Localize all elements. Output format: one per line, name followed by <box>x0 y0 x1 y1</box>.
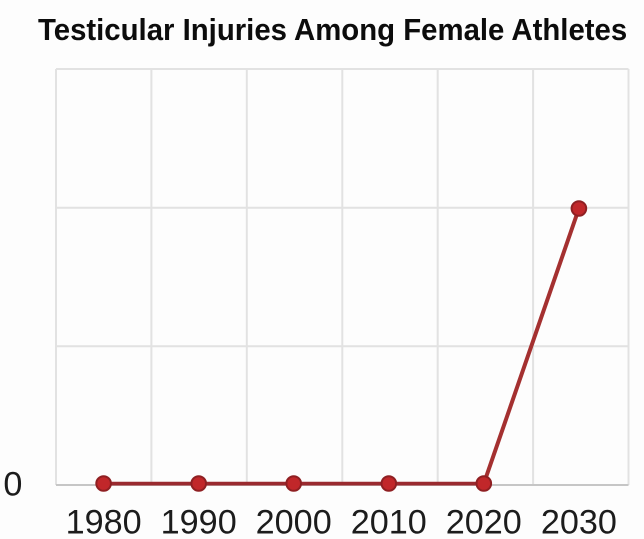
svg-text:1980: 1980 <box>66 504 142 539</box>
svg-text:2000: 2000 <box>256 504 332 539</box>
svg-text:2020: 2020 <box>446 504 522 539</box>
svg-text:1990: 1990 <box>161 504 237 539</box>
svg-text:0: 0 <box>3 466 22 504</box>
svg-text:2030: 2030 <box>541 504 617 539</box>
svg-text:2010: 2010 <box>351 504 427 539</box>
svg-text:Testicular Injuries Among Fema: Testicular Injuries Among Female Athlete… <box>38 14 627 48</box>
